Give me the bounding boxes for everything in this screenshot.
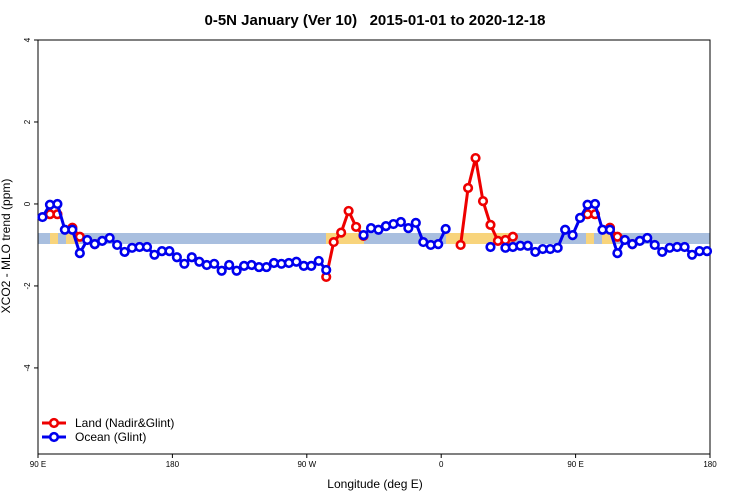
legend-marker [48,417,60,429]
x-tick-label: 180 [703,460,717,469]
data-point [589,198,601,210]
x-axis-label: Longitude (deg E) [327,477,422,491]
data-point [52,198,63,210]
data-point [462,182,474,194]
data-point [470,152,481,164]
x-tick-label: 180 [166,460,180,469]
data-point [403,223,414,234]
y-tick-label: 0 [23,201,32,206]
x-tick-label: 90 W [297,460,316,469]
data-point [112,239,123,251]
data-point [552,242,563,253]
data-point [358,230,369,241]
legend-marker [48,431,60,443]
land-band [50,233,58,244]
data-point [686,249,698,260]
data-point [485,241,496,253]
data-point [186,252,197,263]
data-point [141,241,153,253]
data-point [619,234,630,246]
series [37,198,713,276]
data-point [104,232,115,244]
land-band [66,233,80,244]
data-point [313,255,324,267]
data-point [410,217,421,228]
data-point [560,224,571,235]
data-point [171,252,182,263]
x-tick-label: 90 E [30,460,46,469]
data-point [642,232,653,244]
data-point [657,246,668,258]
x-tick-label: 0 [439,460,444,469]
data-point [336,227,347,238]
data-point [373,224,384,235]
land-band [602,233,616,244]
surface-band [38,233,710,244]
series [44,152,638,283]
y-tick-label: 2 [23,119,32,124]
data-point [395,216,406,228]
data-point [179,258,190,269]
data-point [209,258,220,269]
data-point [649,239,660,251]
y-axis-label: XCO2 - MLO trend (ppm) [0,179,13,314]
data-point [350,221,362,233]
data-point [321,264,332,276]
data-point [485,219,496,230]
data-point [224,259,235,271]
data-point [82,234,93,246]
data-point [522,240,533,251]
y-tick-label: -2 [23,282,32,290]
land-band [326,233,364,244]
legend-label: Ocean (Glint) [75,430,146,444]
data-point [604,224,616,235]
data-point [679,241,690,253]
data-point [164,245,175,257]
data-point [328,236,339,248]
data-point [231,265,242,276]
data-point [433,239,444,250]
data-point [701,245,713,257]
data-point [567,230,578,241]
data-point [306,260,317,271]
data-point [216,265,227,276]
data-point [455,239,466,251]
data-point [507,231,518,242]
data-point [440,223,451,235]
data-point [149,249,160,260]
data-point [291,256,302,267]
legend-label: Land (Nadir&Glint) [75,416,174,430]
data-point [477,195,489,207]
data-point [574,212,586,223]
data-point [612,248,623,259]
data-point [261,261,272,273]
data-point [343,205,354,217]
y-tick-label: -4 [23,364,32,372]
ocean-band [38,233,710,244]
land-band [586,233,594,244]
data-point [74,248,85,259]
data-point [67,224,78,235]
chart-title: 0-5N January (Ver 10) 2015-01-01 to 2020… [204,12,545,29]
land-band [446,233,512,244]
x-tick-label: 90 E [567,460,583,469]
data-point [119,246,130,258]
data-point [37,211,48,223]
y-tick-label: 4 [23,37,32,42]
